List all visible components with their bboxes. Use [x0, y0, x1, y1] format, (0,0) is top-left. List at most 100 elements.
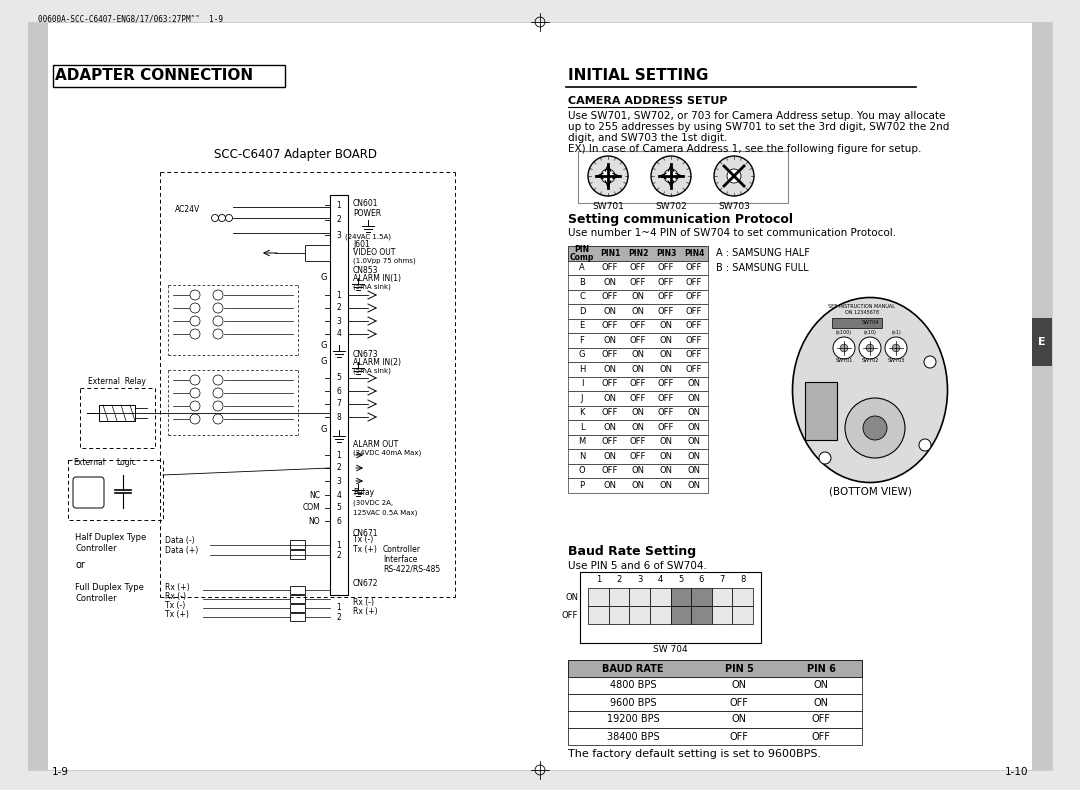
Bar [291, 595, 305, 603]
Text: Logic: Logic [116, 458, 136, 467]
Text: ON: ON [813, 680, 828, 690]
Text: OFF: OFF [602, 263, 618, 273]
Circle shape [664, 169, 678, 183]
Bar [568, 464, 708, 478]
Bar [609, 606, 630, 624]
Text: G: G [321, 273, 327, 283]
Circle shape [885, 337, 907, 359]
Text: ON: ON [660, 336, 673, 344]
Text: ALARM IN(2): ALARM IN(2) [353, 358, 401, 367]
Bar [568, 289, 708, 304]
Text: CAMERA ADDRESS SETUP: CAMERA ADDRESS SETUP [568, 96, 728, 106]
Text: O: O [579, 466, 585, 476]
Bar [1032, 318, 1052, 366]
Text: PIN 5: PIN 5 [725, 664, 754, 674]
Text: (24VAC 1.5A): (24VAC 1.5A) [345, 233, 391, 239]
Text: 4: 4 [658, 575, 663, 585]
Circle shape [859, 337, 881, 359]
Text: 3: 3 [337, 476, 341, 486]
Text: ON: ON [604, 365, 617, 374]
Text: SW704: SW704 [862, 321, 879, 325]
Text: 2: 2 [617, 575, 622, 585]
Text: OFF: OFF [686, 292, 702, 301]
Bar [588, 588, 609, 606]
Bar [691, 606, 712, 624]
Text: SW 704: SW 704 [653, 645, 688, 654]
Text: up to 255 addresses by using SW701 to set the 3rd digit, SW702 the 2nd: up to 255 addresses by using SW701 to se… [568, 122, 949, 132]
Bar [291, 613, 305, 621]
Text: OFF: OFF [630, 452, 646, 461]
Text: A: A [579, 263, 585, 273]
Text: (BOTTOM VIEW): (BOTTOM VIEW) [828, 487, 912, 497]
Bar [568, 348, 708, 362]
Circle shape [714, 156, 754, 196]
Bar [53, 65, 285, 87]
Text: ON: ON [688, 452, 701, 461]
Bar [566, 65, 914, 87]
Text: 2: 2 [337, 551, 341, 559]
Text: OFF: OFF [602, 350, 618, 359]
Text: OFF: OFF [686, 336, 702, 344]
Text: OFF: OFF [811, 714, 831, 724]
Text: CN673: CN673 [353, 350, 379, 359]
Text: 8: 8 [337, 412, 341, 422]
Bar [609, 588, 630, 606]
Text: SW701: SW701 [592, 202, 624, 211]
Text: OFF: OFF [602, 408, 618, 417]
Bar [568, 377, 708, 391]
Text: 1: 1 [596, 575, 600, 585]
Circle shape [919, 439, 931, 451]
Text: 19200 BPS: 19200 BPS [607, 714, 660, 724]
Text: ALARM OUT: ALARM OUT [353, 440, 399, 449]
Bar [630, 606, 650, 624]
Text: 2: 2 [337, 216, 341, 224]
Text: (x100): (x100) [836, 330, 852, 335]
Text: 4: 4 [337, 491, 341, 499]
Text: OFF: OFF [658, 393, 674, 403]
Bar [732, 606, 753, 624]
Circle shape [892, 344, 900, 352]
Text: Tx (+): Tx (+) [165, 610, 189, 619]
Text: ON: ON [632, 423, 645, 432]
Bar [671, 606, 691, 624]
Text: OFF: OFF [630, 393, 646, 403]
Text: 38400 BPS: 38400 BPS [607, 732, 659, 742]
Text: OFF: OFF [811, 732, 831, 742]
Bar [568, 391, 708, 405]
Text: ALARM IN(1): ALARM IN(1) [353, 274, 401, 283]
Circle shape [840, 344, 848, 352]
Bar [568, 275, 708, 289]
Text: CN601: CN601 [353, 198, 378, 208]
Text: SW702: SW702 [656, 202, 687, 211]
Circle shape [819, 452, 831, 464]
Text: OFF: OFF [686, 278, 702, 287]
Text: ON: ON [604, 452, 617, 461]
Text: SW703: SW703 [718, 202, 750, 211]
Text: PIN4: PIN4 [684, 249, 704, 258]
Text: A : SAMSUNG HALF: A : SAMSUNG HALF [716, 248, 810, 258]
Text: OFF: OFF [630, 263, 646, 273]
Text: The factory default setting is set to 9600BPS.: The factory default setting is set to 96… [568, 749, 821, 759]
Text: OFF: OFF [658, 263, 674, 273]
Text: Rx (-): Rx (-) [353, 598, 374, 607]
Circle shape [588, 156, 627, 196]
Text: or: or [75, 560, 85, 570]
Text: OFF: OFF [602, 379, 618, 388]
Text: K: K [579, 408, 584, 417]
Text: External  Relay: External Relay [89, 377, 146, 386]
Text: ON: ON [688, 466, 701, 476]
Text: P: P [580, 481, 584, 490]
Text: Baud Rate Setting: Baud Rate Setting [568, 545, 697, 558]
Text: Full Duplex Type: Full Duplex Type [75, 583, 144, 592]
Text: (24VDC 40mA Max): (24VDC 40mA Max) [353, 450, 421, 457]
Text: 1: 1 [337, 540, 341, 550]
Text: OFF: OFF [658, 278, 674, 287]
Text: OFF: OFF [630, 379, 646, 388]
Text: I: I [581, 379, 583, 388]
Text: Use SW701, SW702, or 703 for Camera Address setup. You may allocate: Use SW701, SW702, or 703 for Camera Addr… [568, 111, 945, 121]
Text: ON: ON [688, 481, 701, 490]
Bar [568, 304, 708, 318]
Text: ON: ON [731, 714, 746, 724]
Text: Half Duplex Type: Half Duplex Type [75, 533, 146, 542]
Text: F: F [580, 336, 584, 344]
